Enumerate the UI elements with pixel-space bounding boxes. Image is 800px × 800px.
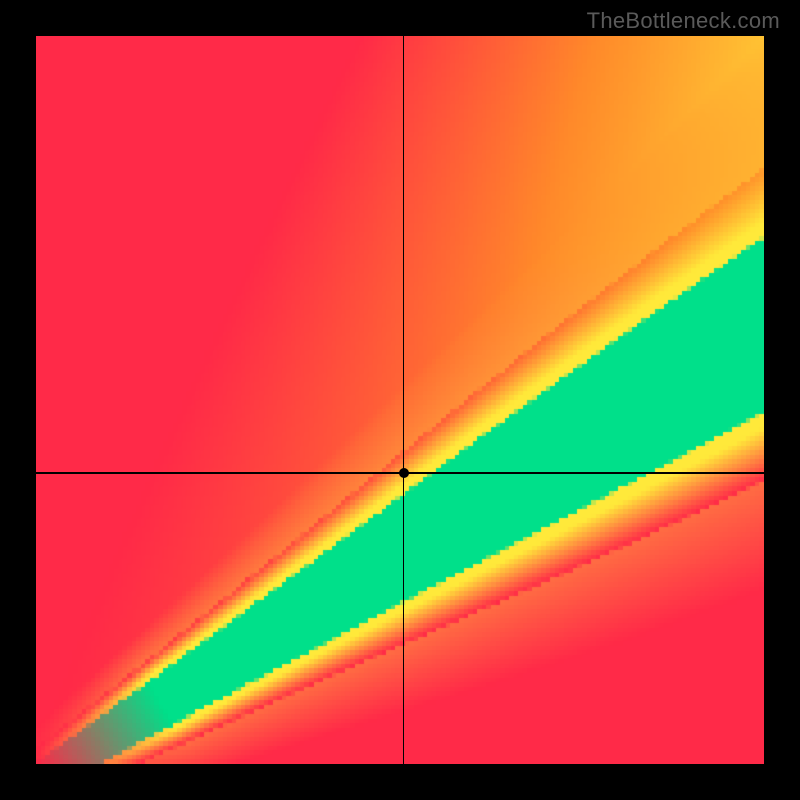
watermark-text: TheBottleneck.com — [587, 8, 780, 34]
crosshair-marker — [399, 468, 409, 478]
heatmap-canvas — [36, 36, 764, 764]
heatmap-plot — [36, 36, 764, 764]
chart-container: TheBottleneck.com — [0, 0, 800, 800]
crosshair-vertical — [403, 36, 405, 764]
